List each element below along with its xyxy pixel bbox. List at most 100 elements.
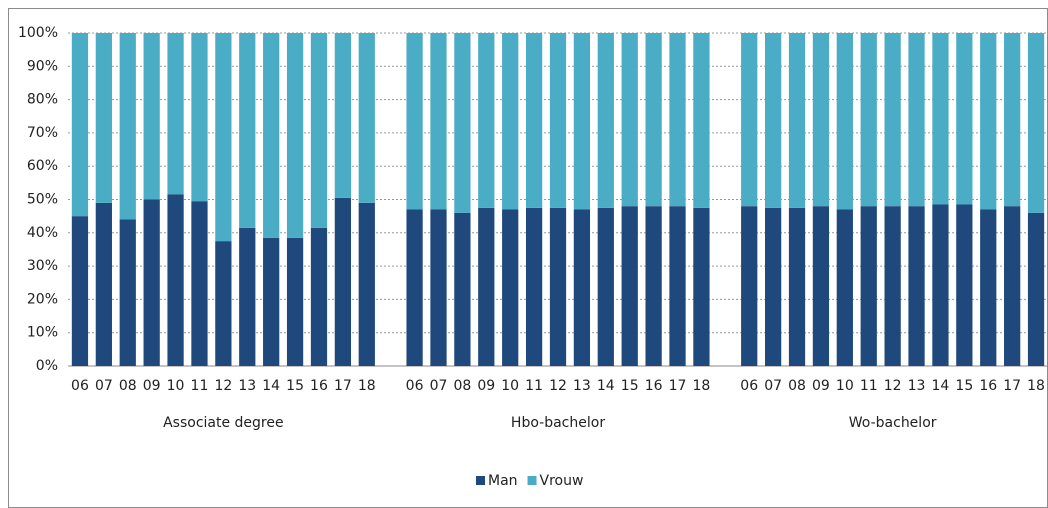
bar-segment xyxy=(908,206,925,366)
bar-segment xyxy=(741,33,758,207)
bar-segment xyxy=(836,209,853,366)
bar-segment xyxy=(454,33,471,213)
bar-segment xyxy=(645,33,662,207)
bar-segment xyxy=(884,206,901,366)
y-tick-label: 40% xyxy=(27,225,58,241)
x-tick-label: 14 xyxy=(597,378,615,394)
bar-segment xyxy=(669,33,686,207)
bar-segment xyxy=(286,237,304,366)
x-tick-label: 18 xyxy=(693,378,711,394)
bar-segment xyxy=(334,33,352,198)
y-tick-label: 30% xyxy=(27,258,58,274)
bar-segment xyxy=(430,209,447,366)
x-tick-label: 15 xyxy=(621,378,639,394)
y-tick-label: 10% xyxy=(27,325,58,341)
x-tick-label: 07 xyxy=(764,378,782,394)
bar-segment xyxy=(525,207,543,366)
bar-segment xyxy=(788,33,806,208)
bar-segment xyxy=(788,207,806,366)
bar-segment xyxy=(239,227,256,366)
bar-segment xyxy=(143,33,160,200)
bar-segment xyxy=(860,33,877,207)
bar-segment xyxy=(621,33,638,207)
x-tick-label: 09 xyxy=(812,378,830,394)
bar-segment xyxy=(191,201,208,366)
x-tick-label: 10 xyxy=(167,378,185,394)
legend-label: Vrouw xyxy=(540,473,584,489)
x-tick-label: 12 xyxy=(549,378,567,394)
y-tick-label: 20% xyxy=(27,291,58,307)
bar-segment xyxy=(430,33,447,210)
y-tick-label: 100% xyxy=(18,25,58,41)
bar-segment xyxy=(980,209,997,366)
bar-segment xyxy=(1004,33,1021,207)
y-tick-label: 0% xyxy=(36,358,58,374)
x-tick-label: 17 xyxy=(1003,378,1021,394)
x-tick-label: 16 xyxy=(310,378,328,394)
x-tick-label: 09 xyxy=(477,378,495,394)
bar-segment xyxy=(310,227,328,366)
y-tick-label: 60% xyxy=(27,158,58,174)
bar-segment xyxy=(167,33,184,195)
y-tick-label: 50% xyxy=(27,192,58,208)
bar-segment xyxy=(406,209,423,366)
bar-segment xyxy=(191,33,208,202)
x-tick-label: 12 xyxy=(884,378,902,394)
bar-segment xyxy=(812,206,830,366)
bar-segment xyxy=(143,199,160,366)
legend-swatch xyxy=(476,476,485,485)
bar-segment xyxy=(167,194,184,366)
bar-segment xyxy=(358,33,375,203)
bar-segment xyxy=(215,33,232,242)
bar-segment xyxy=(932,204,949,366)
bar-segment xyxy=(478,33,495,208)
bar-segment xyxy=(764,207,782,366)
bar-segment xyxy=(239,33,256,228)
bar-segment xyxy=(908,33,925,207)
x-tick-label: 09 xyxy=(143,378,161,394)
bar-segment xyxy=(1004,206,1021,366)
y-tick-label: 80% xyxy=(27,92,58,108)
x-tick-label: 13 xyxy=(573,378,591,394)
x-tick-label: 16 xyxy=(979,378,997,394)
bar-segment xyxy=(454,212,471,366)
bar-segment xyxy=(215,241,232,366)
x-tick-label: 08 xyxy=(119,378,137,394)
bar-segment xyxy=(741,206,758,366)
legend-label: Man xyxy=(488,473,518,489)
bar-segment xyxy=(693,33,710,208)
bar-segment xyxy=(334,197,352,366)
x-tick-label: 12 xyxy=(214,378,232,394)
bar-segment xyxy=(71,33,89,217)
bar-segment xyxy=(502,33,519,210)
bar-segment xyxy=(645,206,662,366)
bar-segment xyxy=(764,33,782,208)
x-tick-label: 08 xyxy=(453,378,471,394)
bar-segment xyxy=(478,207,495,366)
bar-segment xyxy=(1027,33,1045,213)
x-tick-label: 17 xyxy=(669,378,687,394)
bar-segment xyxy=(1027,212,1045,366)
x-tick-label: 15 xyxy=(286,378,304,394)
bar-segment xyxy=(119,33,136,220)
x-tick-label: 10 xyxy=(501,378,519,394)
group-label: Associate degree xyxy=(163,415,284,431)
x-tick-label: 07 xyxy=(95,378,113,394)
x-tick-label: 11 xyxy=(860,378,878,394)
bar-segment xyxy=(669,206,686,366)
bar-segment xyxy=(95,202,112,366)
bar-segment xyxy=(119,219,136,366)
bar-segment xyxy=(95,33,112,203)
x-tick-label: 08 xyxy=(788,378,806,394)
bar-segment xyxy=(71,216,89,366)
x-tick-label: 11 xyxy=(191,378,209,394)
bar-segment xyxy=(932,33,949,205)
x-tick-label: 14 xyxy=(932,378,950,394)
bar-segment xyxy=(836,33,853,210)
bar-segment xyxy=(860,206,877,366)
bar-segment xyxy=(286,33,304,238)
x-tick-label: 06 xyxy=(71,378,89,394)
y-tick-label: 70% xyxy=(27,125,58,141)
bar-segment xyxy=(263,33,280,238)
